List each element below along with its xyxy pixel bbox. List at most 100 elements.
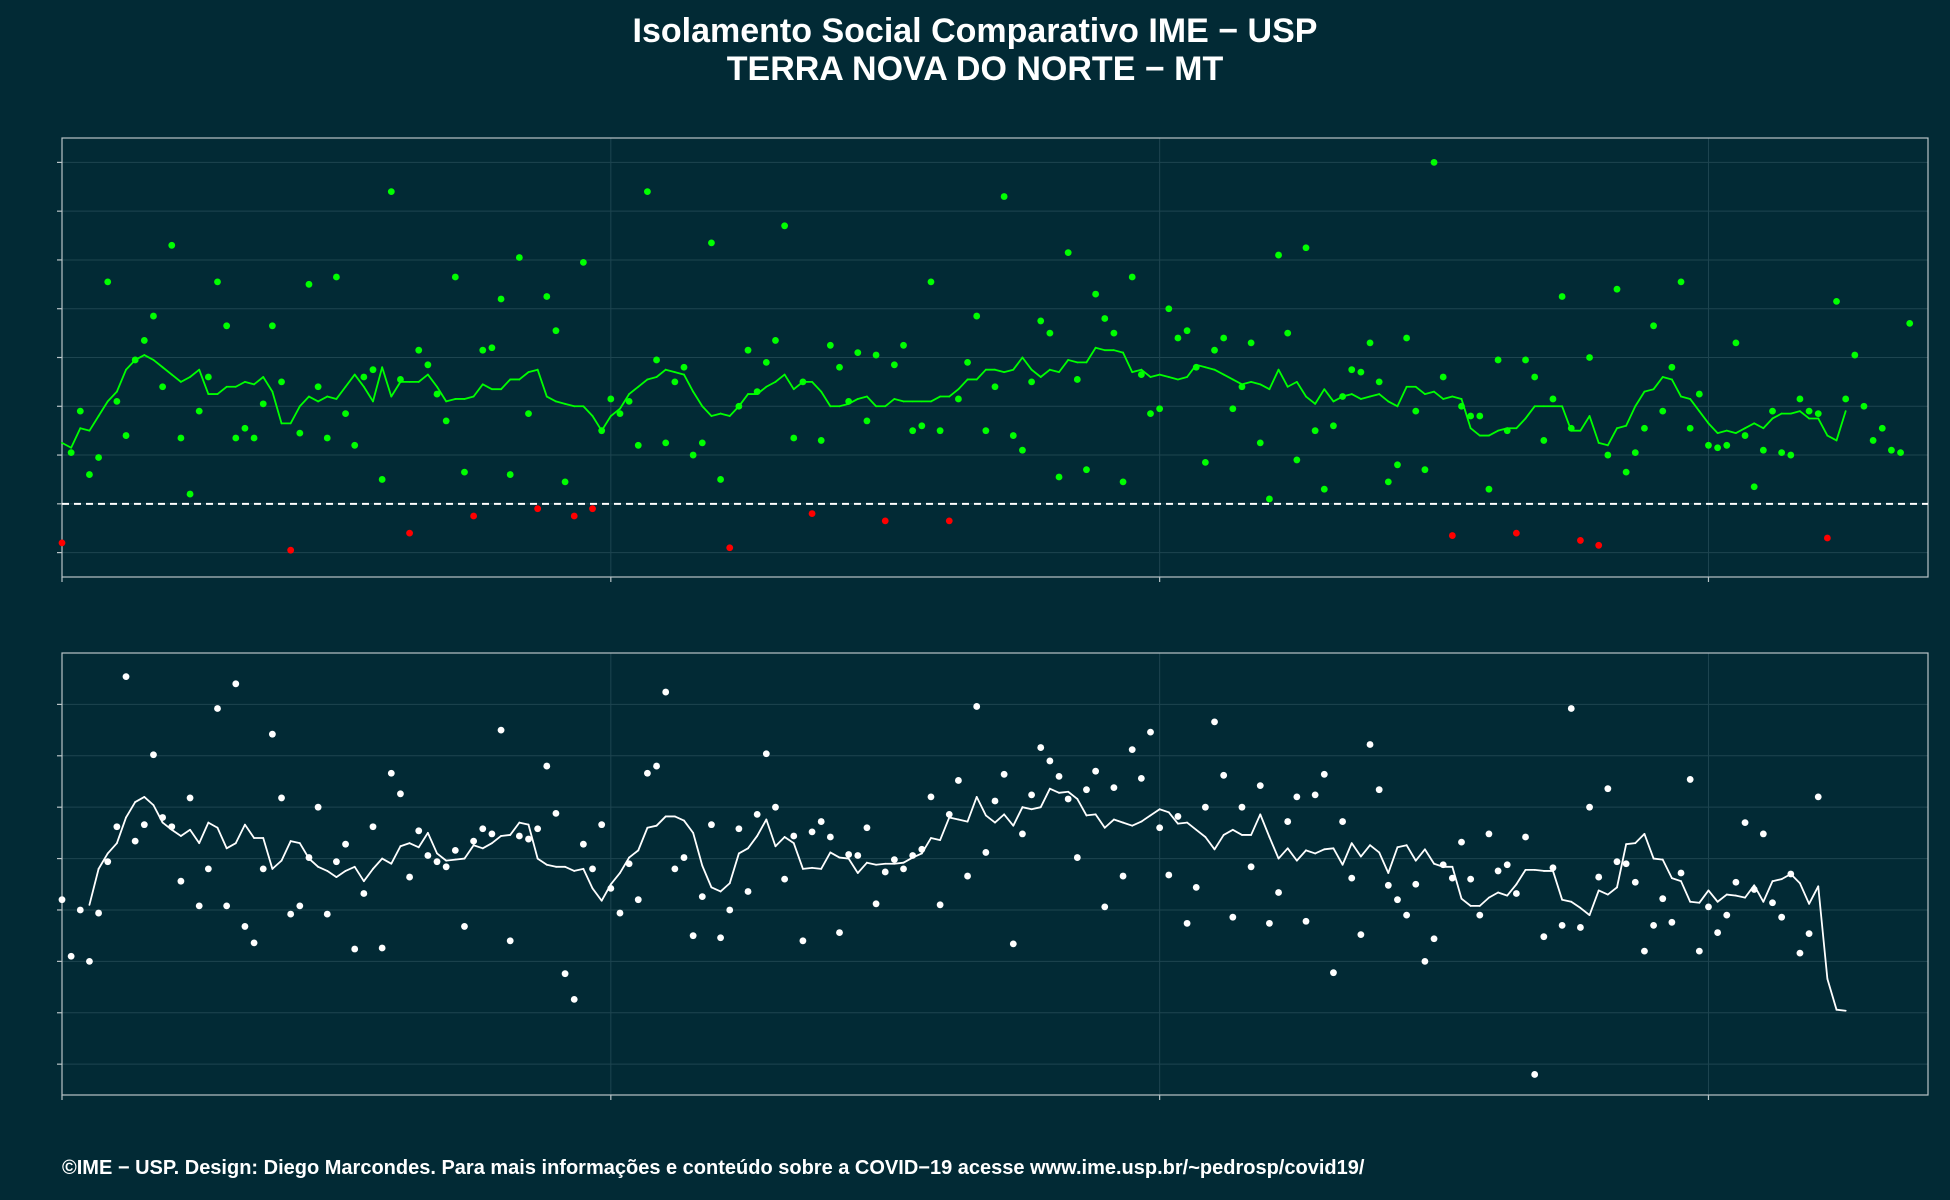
moving-average-segment — [1680, 395, 1692, 400]
data-point — [653, 762, 660, 770]
moving-average-segment — [234, 823, 246, 845]
data-point — [1448, 874, 1456, 882]
data-point — [698, 439, 706, 447]
moving-average-segment — [335, 870, 347, 878]
moving-average-segment — [170, 828, 182, 837]
moving-average-segment — [1039, 787, 1051, 809]
data-point — [1247, 339, 1255, 347]
data-point — [314, 383, 322, 391]
data-point — [890, 361, 898, 369]
data-point — [1311, 427, 1319, 435]
data-point — [1531, 373, 1539, 381]
moving-average-segment — [1231, 378, 1243, 386]
data-point — [1778, 913, 1786, 921]
moving-average-segment — [1085, 346, 1097, 364]
moving-average-segment — [582, 867, 594, 890]
moving-average-segment — [125, 801, 137, 819]
moving-average-segment — [1515, 417, 1527, 430]
data-point — [278, 378, 285, 386]
moving-average-segment — [1616, 843, 1628, 889]
moving-average-segment — [1076, 798, 1088, 817]
data-point — [159, 814, 167, 821]
data-point — [268, 730, 276, 738]
data-point — [1394, 461, 1401, 469]
moving-average-segment — [198, 368, 210, 395]
data-point — [1522, 833, 1529, 841]
data-point — [1659, 407, 1667, 415]
data-point — [1814, 793, 1822, 801]
data-point — [964, 358, 971, 366]
data-point — [287, 546, 295, 554]
data-point — [1567, 705, 1575, 712]
data-point — [534, 825, 542, 833]
data-point — [1403, 334, 1411, 342]
moving-average-segment — [1588, 889, 1600, 917]
data-point — [808, 510, 816, 517]
moving-average-segment — [1259, 813, 1271, 838]
moving-average-segment — [1652, 376, 1664, 391]
data-point — [1302, 244, 1310, 252]
data-point — [1668, 918, 1676, 926]
data-point — [589, 865, 596, 873]
moving-average-segment — [1725, 429, 1737, 435]
moving-average-segment — [253, 376, 265, 386]
moving-average-segment — [1762, 880, 1774, 903]
data-point — [1174, 813, 1182, 820]
data-point — [86, 471, 93, 478]
moving-average-segment — [106, 390, 118, 403]
moving-average-segment — [1616, 424, 1628, 430]
moving-average-segment — [1204, 366, 1216, 371]
moving-average-segment — [1396, 844, 1408, 849]
data-point — [717, 476, 724, 483]
moving-average-segment — [1661, 858, 1673, 880]
moving-average-segment — [97, 852, 109, 870]
moving-average-segment — [1570, 900, 1582, 909]
data-point — [150, 312, 157, 320]
moving-average-segment — [984, 814, 996, 824]
data-point — [1156, 405, 1164, 413]
data-point — [378, 944, 386, 952]
data-point — [360, 373, 368, 381]
data-point — [1741, 432, 1749, 439]
data-point — [369, 823, 377, 831]
moving-average-segment — [1030, 368, 1042, 378]
data-point — [927, 278, 935, 286]
data-point — [1019, 830, 1026, 838]
moving-average-segment — [170, 373, 182, 383]
data-point — [598, 821, 606, 829]
data-point — [305, 854, 313, 861]
moving-average-segment — [390, 380, 402, 398]
index-panel — [57, 652, 1929, 1100]
moving-average-segment — [948, 816, 960, 821]
data-point — [955, 777, 962, 784]
data-point — [1448, 532, 1456, 539]
moving-average-segment — [1387, 846, 1399, 874]
data-point — [872, 351, 880, 359]
moving-average-segment — [1670, 378, 1682, 398]
data-point — [67, 449, 75, 457]
data-point — [1357, 931, 1365, 939]
moving-average-segment — [1424, 390, 1435, 395]
data-point — [497, 295, 505, 303]
moving-average-segment — [88, 415, 100, 432]
moving-average-segment — [500, 378, 512, 391]
moving-average-segment — [756, 818, 768, 837]
moving-average-segment — [1744, 422, 1756, 430]
data-point — [579, 840, 587, 848]
data-point — [607, 395, 615, 403]
moving-average-segment — [1835, 410, 1847, 442]
data-point — [561, 970, 569, 978]
moving-average-segment — [1140, 368, 1152, 378]
moving-average-segment — [189, 828, 201, 845]
data-point — [451, 846, 459, 854]
data-point — [397, 790, 404, 798]
data-point — [1384, 881, 1392, 889]
data-point — [305, 280, 313, 288]
moving-average-segment — [719, 412, 731, 417]
moving-average-segment — [1817, 417, 1829, 437]
moving-average-segment — [417, 373, 429, 383]
data-point — [762, 750, 770, 758]
data-point — [1650, 322, 1657, 330]
data-point — [86, 957, 93, 965]
data-point — [1101, 315, 1109, 322]
